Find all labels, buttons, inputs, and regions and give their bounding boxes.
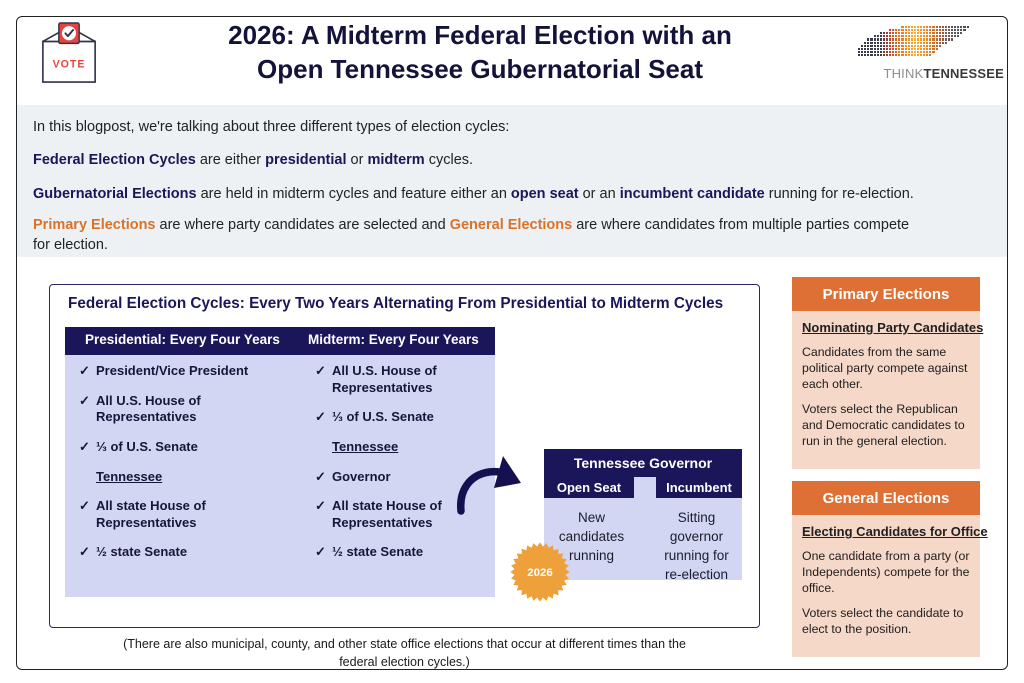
svg-text:VOTE: VOTE bbox=[53, 59, 86, 71]
svg-text:2026: 2026 bbox=[527, 567, 552, 579]
